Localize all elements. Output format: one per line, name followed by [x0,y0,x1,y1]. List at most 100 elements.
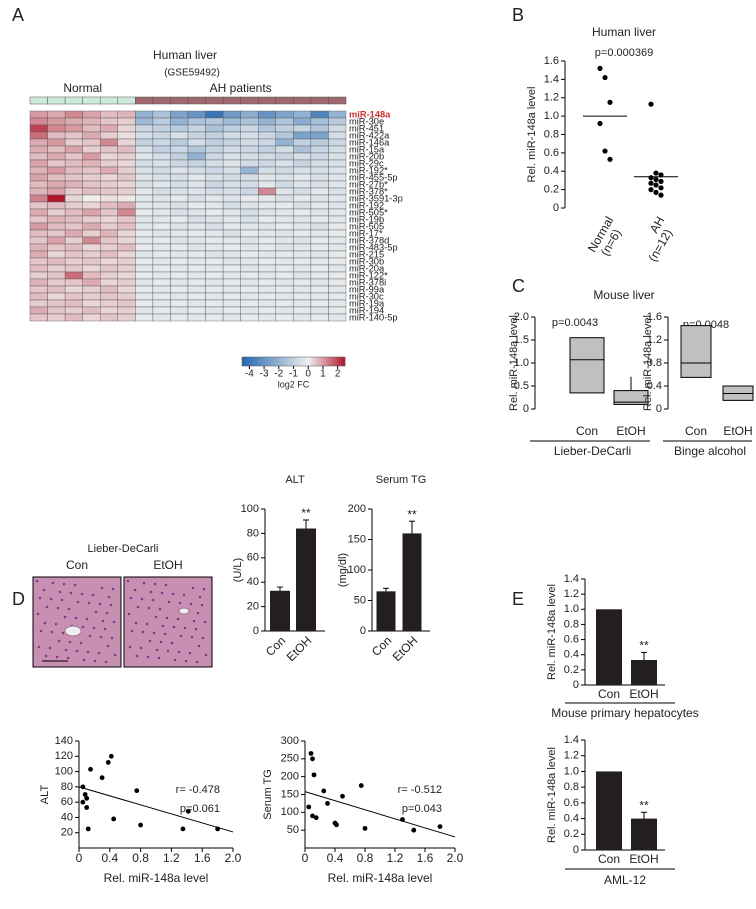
significance: ** [301,506,311,520]
colorbar-tick-label: 0 [305,369,311,380]
significance: ** [639,798,649,812]
histology-nucleus [68,640,72,644]
heatmap-cell [275,278,294,287]
heatmap-cell [82,264,101,273]
heatmap-cell [29,138,48,147]
heatmap-cell [29,152,48,161]
heatmap-cell [135,159,154,168]
annotation: p=0.0043 [552,317,598,329]
colorbar-step [318,357,321,366]
heatmap-cell [29,187,48,196]
x-tick-label: Con [598,852,620,866]
heatmap-cell [117,159,136,168]
histology-nucleus [111,587,115,591]
heatmap-cell [187,278,206,287]
heatmap-cell [117,243,136,252]
heatmap-cell [328,215,347,224]
heatmap-cell [29,299,48,308]
heatmap-cell [258,201,276,210]
histology-nucleus [64,648,68,652]
heatmap-cell [205,236,224,245]
heatmap-cell [170,166,189,175]
heatmap-cell [293,257,312,266]
heatmap-cell [293,117,312,126]
colorbar-step [246,357,249,366]
heatmap-cell [187,236,206,245]
heatmap-cell [47,229,66,238]
heatmap-cell [258,208,276,217]
heatmap-cell [29,131,48,140]
heatmap-cell [310,243,329,252]
panel-label: D [12,589,25,609]
heatmap-cell [47,292,66,301]
data-point [306,804,312,810]
heatmap-cell [82,222,101,231]
heatmap-cell [47,138,66,147]
y-tick-label: 250 [281,753,299,765]
heatmap-cell [170,131,189,140]
heatmap-cell [310,117,329,126]
chart-title: Human liver [153,48,217,62]
row-label: miR-192 [349,200,384,210]
heatmap-cell [64,215,83,224]
heatmap-cell [328,159,347,168]
histology-nucleus [129,596,133,600]
heatmap-cell [152,124,171,133]
y-tick-label: 1.4 [564,734,579,746]
row-label: miR-30b [349,256,384,266]
histology-nucleus [166,649,170,653]
colorbar-step [297,357,300,366]
heatmap-cell [47,180,66,189]
heatmap-cell [170,229,189,238]
heatmap-cell [275,285,294,294]
y-tick-label: 150 [281,788,299,800]
histology-nucleus [101,619,105,623]
heatmap-cell [64,208,83,217]
x-tick-label: 1.2 [163,851,180,865]
heatmap-cell [64,250,83,259]
heatmap-cell [170,264,189,273]
colorbar-step [305,357,309,366]
heatmap-cell [205,271,224,280]
y-axis-label: Rel. miR-148a level [508,315,520,411]
heatmap-cell [152,257,171,266]
heatmap-cell [275,313,294,322]
heatmap-cell [152,138,171,147]
heatmap-cell [205,208,224,217]
heatmap-cell [135,145,154,154]
y-tick-label: 1.0 [514,357,529,369]
panel-label: E [512,589,524,609]
heatmap-cell [328,222,347,231]
histology-nucleus [177,650,181,654]
heatmap-cell [187,131,206,140]
heatmap-cell [152,173,171,182]
heatmap-cell [152,166,171,175]
heatmap-cell [240,222,259,231]
histology-nucleus [113,653,117,657]
heatmap-cell [82,138,101,147]
heatmap-cell [205,145,224,154]
heatmap-cell [117,306,136,315]
x-tick-label: Con [576,424,598,438]
group-cell [222,96,241,105]
y-tick-label: 0.4 [564,649,579,661]
heatmap-cell [170,208,189,217]
data-point [648,101,654,107]
heatmap-cell [170,173,189,182]
histology-nucleus [82,658,86,662]
histology-nucleus [167,600,171,604]
heatmap-cell [135,271,154,280]
histology-nucleus [146,655,150,659]
heatmap-cell [222,285,241,294]
row-label: miR-30e [349,116,384,126]
y-tick-label: 0.8 [544,128,559,140]
heatmap-cell [117,187,136,196]
histology-nucleus [159,640,163,644]
heatmap-cell [240,145,259,154]
heatmap-cell [100,166,118,175]
heatmap-cell [47,110,66,119]
heatmap-cell [100,201,118,210]
data-point [648,180,654,186]
heatmap-cell [275,194,294,203]
heatmap-cell [135,117,154,126]
